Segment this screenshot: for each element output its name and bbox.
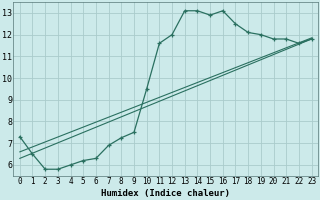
X-axis label: Humidex (Indice chaleur): Humidex (Indice chaleur) xyxy=(101,189,230,198)
